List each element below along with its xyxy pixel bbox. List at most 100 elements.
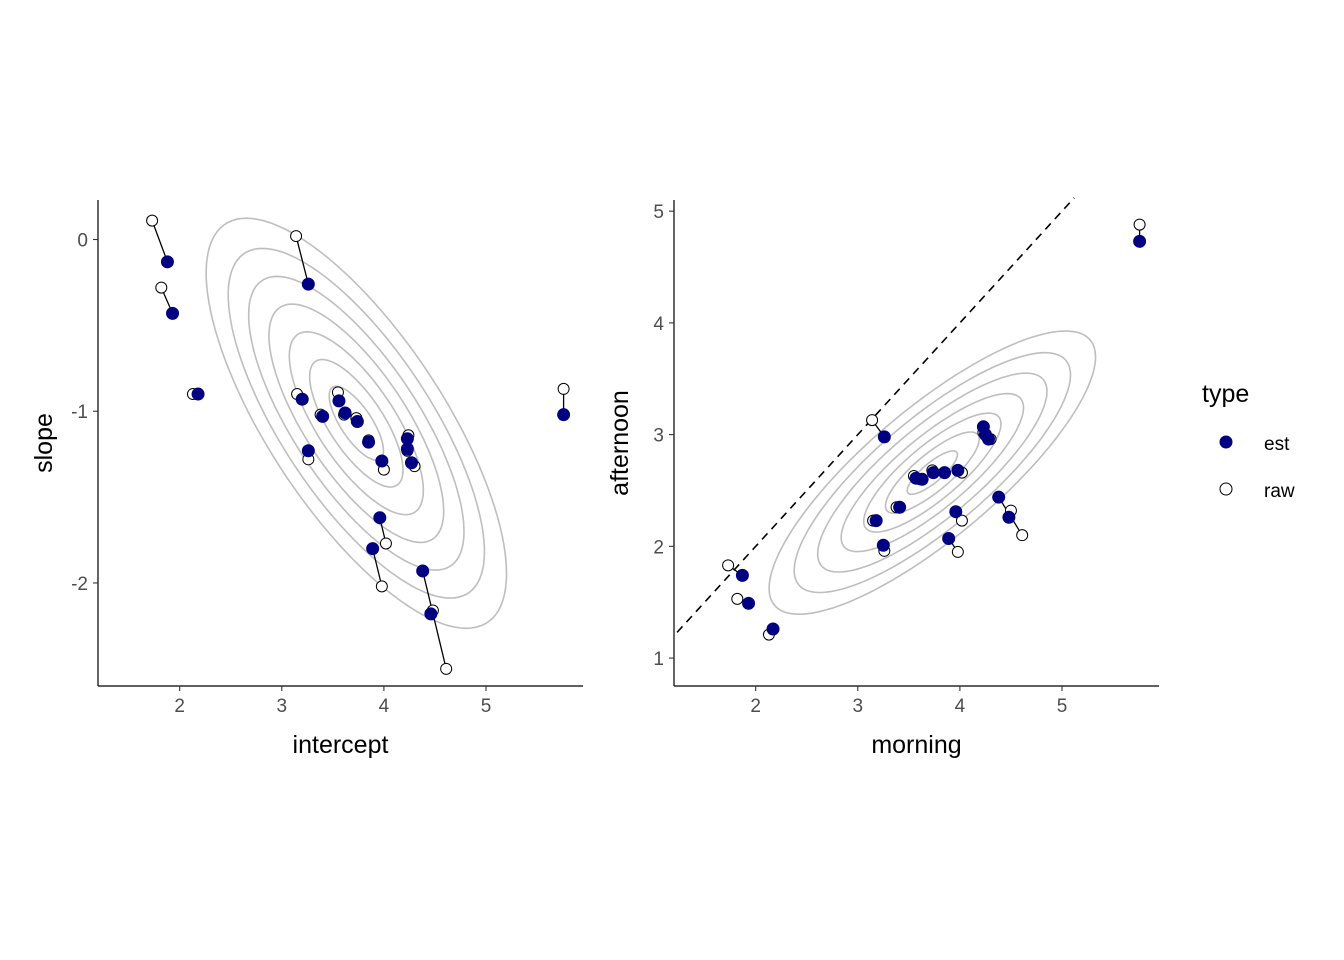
est-point-19 xyxy=(992,490,1006,504)
x-tick-label: 2 xyxy=(174,696,185,717)
legend: type est raw xyxy=(1202,380,1295,502)
est-point-11 xyxy=(938,466,952,480)
x-axis-title: intercept xyxy=(293,731,389,759)
raw-point-19 xyxy=(1016,529,1029,542)
x-tick-label: 4 xyxy=(955,696,966,717)
raw-point-2 xyxy=(155,281,168,294)
panel-morning-afternoon: 2 3 4 5 1 2 3 4 5 morning afternoon xyxy=(606,197,1159,759)
y-tick-label: 1 xyxy=(653,649,664,670)
raw-point-16 xyxy=(955,514,968,527)
est-point-9 xyxy=(338,406,352,420)
y-tick-label: 2 xyxy=(653,537,664,558)
y-tick-label: -2 xyxy=(71,574,88,595)
contour-line-5 xyxy=(816,372,1048,573)
raw-point-16 xyxy=(379,537,392,550)
raw-points xyxy=(146,214,570,675)
est-point-2 xyxy=(166,306,180,320)
est-point-6 xyxy=(876,538,890,552)
segment-4 xyxy=(295,235,309,285)
est-point-10 xyxy=(926,466,940,480)
raw-points xyxy=(722,218,1146,641)
raw-point-20 xyxy=(1133,218,1146,231)
contour-line-7 xyxy=(205,217,508,630)
y-axis-title: afternoon xyxy=(606,390,634,496)
x-tick-label: 3 xyxy=(853,696,864,717)
raw-point-17 xyxy=(951,545,964,558)
raw-point-17 xyxy=(375,580,388,593)
est-point-10 xyxy=(350,415,364,429)
est-point-4 xyxy=(301,277,315,291)
raw-point-2 xyxy=(731,592,744,605)
est-point-18 xyxy=(424,607,438,621)
x-axis-title: morning xyxy=(871,731,961,759)
x-tick-label: 5 xyxy=(1057,696,1068,717)
est-point-12 xyxy=(951,463,965,477)
contour-line-2 xyxy=(884,431,981,514)
y-tick-label: -1 xyxy=(71,402,88,423)
x-tick-label: 4 xyxy=(379,696,390,717)
est-point-4 xyxy=(877,430,891,444)
est-point-7 xyxy=(316,409,330,423)
est-point-8 xyxy=(332,394,346,408)
raw-point-4 xyxy=(290,230,303,243)
est-point-1 xyxy=(735,568,749,582)
y-tick-label: 3 xyxy=(653,426,664,447)
est-point-3 xyxy=(191,387,205,401)
est-point-17 xyxy=(366,542,380,556)
est-point-5 xyxy=(869,514,883,528)
est-point-20 xyxy=(1133,234,1147,248)
est-point-15 xyxy=(404,456,418,470)
est-point-12 xyxy=(375,454,389,468)
panel-intercept-slope: 2 3 4 5 -2 -1 0 intercept slope xyxy=(30,200,583,759)
raw-point-1 xyxy=(722,559,735,572)
contour-line-7 xyxy=(768,330,1097,615)
contour-line-2 xyxy=(308,358,404,488)
raw-point-1 xyxy=(146,214,159,227)
density-contours xyxy=(205,217,508,630)
raw-point-19 xyxy=(440,662,453,675)
legend-label-est: est xyxy=(1264,434,1290,455)
est-points xyxy=(160,255,571,621)
est-point-9 xyxy=(915,472,929,486)
est-point-1 xyxy=(160,255,174,269)
x-tick-label: 5 xyxy=(481,696,492,717)
raw-point-20 xyxy=(557,382,570,395)
identity-reference-line xyxy=(676,197,1075,633)
est-point-6 xyxy=(301,444,315,458)
shrinkage-segments xyxy=(727,224,1141,635)
density-contours xyxy=(768,330,1097,615)
est-points xyxy=(735,234,1147,636)
est-point-11 xyxy=(362,435,376,449)
contour-line-3 xyxy=(288,330,425,516)
x-tick-label: 2 xyxy=(750,696,761,717)
x-tick-label: 3 xyxy=(277,696,288,717)
legend-label-raw: raw xyxy=(1264,481,1295,502)
contour-line-6 xyxy=(793,351,1072,594)
contour-line-4 xyxy=(840,392,1025,553)
y-tick-label: 4 xyxy=(653,314,664,335)
contour-line-6 xyxy=(227,247,486,599)
y-axis-title: slope xyxy=(30,413,58,473)
legend-key-est xyxy=(1219,435,1233,449)
est-point-16 xyxy=(949,505,963,519)
y-tick-label: 5 xyxy=(653,202,664,223)
segment-1 xyxy=(151,220,169,263)
est-point-3 xyxy=(766,622,780,636)
est-point-14 xyxy=(400,442,414,456)
legend-title: type xyxy=(1202,380,1249,408)
contour-line-1 xyxy=(328,385,385,461)
est-point-7 xyxy=(893,500,907,514)
est-point-15 xyxy=(981,432,995,446)
est-point-20 xyxy=(557,408,571,422)
est-point-16 xyxy=(373,511,387,525)
est-point-19 xyxy=(416,564,430,578)
raw-point-4 xyxy=(866,414,879,427)
segment-19 xyxy=(422,570,447,669)
legend-key-raw xyxy=(1219,482,1233,496)
est-point-5 xyxy=(295,392,309,406)
est-point-18 xyxy=(1002,510,1016,524)
y-tick-label: 0 xyxy=(77,230,88,251)
est-point-17 xyxy=(942,532,956,546)
est-point-2 xyxy=(742,596,756,610)
